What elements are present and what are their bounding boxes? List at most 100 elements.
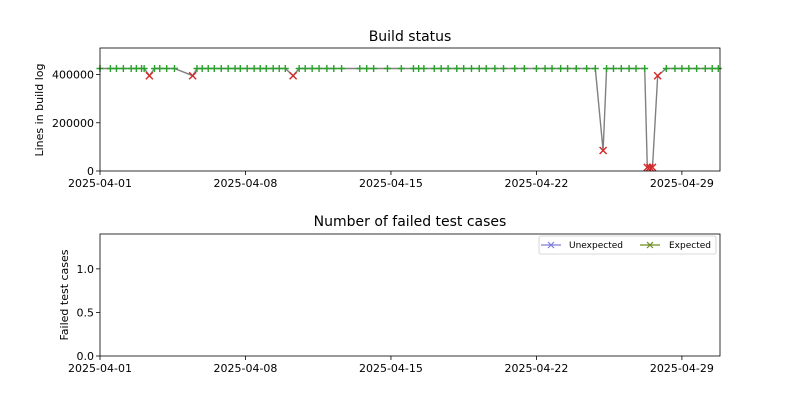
legend-expected-marker — [646, 241, 654, 249]
success-marker — [198, 65, 206, 72]
success-marker — [453, 65, 461, 72]
legend-box — [538, 235, 717, 255]
build-status-plot: 2025-04-01 2025-04-08 2025-04-15 2025-04-22… — [52, 65, 722, 190]
success-marker — [217, 65, 225, 72]
y-tick-label: 0 — [87, 165, 94, 178]
success-marker — [323, 65, 331, 72]
success-marker — [467, 65, 475, 72]
success-marker — [591, 65, 599, 72]
success-marker — [557, 65, 565, 72]
success-marker — [156, 65, 164, 72]
success-marker — [437, 65, 445, 72]
success-marker — [420, 65, 428, 72]
success-marker — [106, 65, 114, 72]
y-tick-label: 0.5 — [77, 306, 95, 319]
failed-tests-ylabel: Failed test cases — [58, 249, 71, 340]
y-tick-label: 400000 — [52, 69, 94, 82]
x-tick-label: 2025-04-22 — [504, 362, 568, 375]
legend-unexpected-label: Unexpected — [569, 241, 623, 251]
x-tick-label: 2025-04-15 — [359, 177, 423, 190]
success-marker — [170, 65, 178, 72]
build-status-title: Build status — [369, 29, 452, 45]
failed-tests-plot: 2025-04-01 2025-04-08 2025-04-15 2025-04-22… — [68, 263, 714, 375]
failed-tests-legend: Unexpected Expected — [538, 235, 717, 255]
success-marker — [315, 65, 323, 72]
success-marker — [500, 65, 508, 72]
success-marker — [430, 65, 438, 72]
success-marker — [269, 65, 277, 72]
legend-expected-label: Expected — [669, 241, 711, 251]
success-marker — [572, 65, 580, 72]
success-marker — [617, 65, 625, 72]
success-marker — [678, 65, 686, 72]
failure-marker — [145, 71, 154, 80]
failure-marker — [289, 71, 298, 80]
success-marker — [475, 65, 483, 72]
x-tick-label: 2025-04-29 — [650, 362, 714, 375]
success-marker — [603, 65, 611, 72]
failure-marker — [188, 71, 197, 80]
y-tick-label: 1.0 — [77, 263, 95, 276]
success-marker — [262, 65, 270, 72]
success-marker — [583, 65, 591, 72]
build-status-frame — [99, 47, 721, 172]
y-tick-label: 200000 — [52, 117, 94, 130]
success-marker — [204, 65, 212, 72]
success-marker — [641, 65, 649, 72]
success-marker — [482, 65, 490, 72]
success-marker — [548, 65, 556, 72]
success-marker — [491, 65, 499, 72]
success-marker — [609, 65, 617, 72]
x-tick-label: 2025-04-08 — [214, 177, 278, 190]
y-tick-label: 0.0 — [77, 350, 95, 363]
x-tick-label: 2025-04-01 — [68, 362, 132, 375]
x-tick-label: 2025-04-08 — [214, 362, 278, 375]
x-tick-label: 2025-04-15 — [359, 362, 423, 375]
success-marker — [708, 65, 716, 72]
success-marker — [685, 65, 693, 72]
success-marker — [662, 65, 670, 72]
failure-marker — [599, 146, 608, 155]
success-marker — [541, 65, 549, 72]
success-marker — [632, 65, 640, 72]
success-marker — [236, 65, 244, 72]
success-marker — [444, 65, 452, 72]
success-marker — [308, 65, 316, 72]
failure-marker — [648, 163, 657, 172]
success-marker — [119, 65, 127, 72]
success-marker — [295, 65, 303, 72]
success-marker — [112, 65, 120, 72]
success-marker — [210, 65, 218, 72]
x-tick-label: 2025-04-29 — [650, 177, 714, 190]
success-marker — [511, 65, 519, 72]
failure-marker — [653, 71, 662, 80]
x-tick-label: 2025-04-01 — [68, 177, 132, 190]
success-marker — [714, 65, 722, 72]
failure-marker — [645, 163, 654, 172]
legend-unexpected-marker — [547, 241, 555, 249]
failed-tests-title: Number of failed test cases — [314, 214, 507, 230]
success-marker — [140, 65, 148, 72]
success-marker — [701, 65, 709, 72]
success-marker — [356, 65, 364, 72]
success-marker — [224, 65, 232, 72]
success-marker — [532, 65, 540, 72]
success-marker — [330, 65, 338, 72]
failed-tests-chart: Number of failed test cases Failed test … — [58, 214, 721, 375]
success-marker — [460, 65, 468, 72]
success-marker — [281, 65, 289, 72]
failed-tests-frame — [99, 233, 721, 357]
success-marker — [301, 65, 309, 72]
success-marker — [625, 65, 633, 72]
success-marker — [250, 65, 258, 72]
success-marker — [671, 65, 679, 72]
success-marker — [243, 65, 251, 72]
success-marker — [693, 65, 701, 72]
build-status-ylabel: Lines in build log — [33, 64, 46, 157]
success-marker — [363, 65, 371, 72]
success-marker — [383, 65, 391, 72]
build-status-chart: Build status Lines in build log 2025-04-… — [33, 29, 722, 190]
success-marker — [163, 65, 171, 72]
